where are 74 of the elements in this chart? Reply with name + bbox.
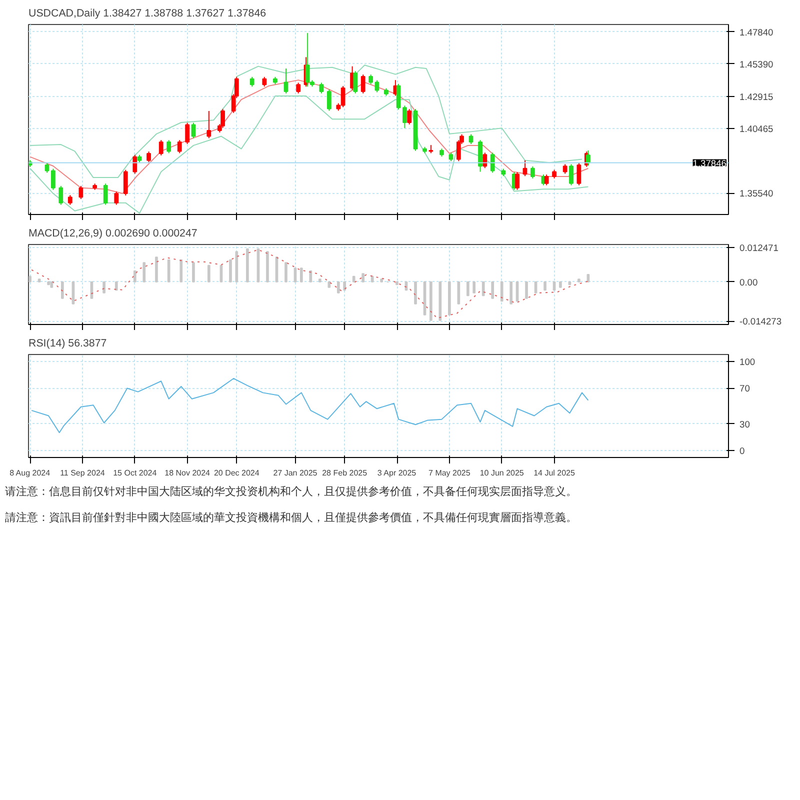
line-series	[30, 64, 583, 178]
candlestick	[482, 152, 488, 169]
x-tick-label: 11 Sep 2024	[60, 468, 106, 478]
x-tick-label: 7 May 2025	[428, 468, 471, 478]
candlestick	[262, 76, 267, 88]
candlestick	[50, 168, 56, 190]
x-tick-label: 3 Apr 2025	[377, 468, 417, 478]
y-tick-label: 1.42915	[740, 92, 774, 102]
candlestick	[326, 88, 332, 112]
candlestick	[490, 152, 495, 174]
candlestick	[374, 80, 380, 93]
candlestick	[562, 164, 568, 174]
candlestick	[206, 110, 212, 139]
candlestick	[396, 83, 401, 110]
line-series	[31, 249, 589, 319]
y-tick-label: 30	[740, 419, 750, 430]
candlestick	[515, 172, 520, 190]
candlestick	[158, 140, 164, 156]
candlestick	[132, 154, 138, 174]
candlestick	[68, 194, 72, 206]
candlestick	[166, 140, 172, 154]
line-series	[30, 96, 589, 214]
candlestick	[44, 162, 50, 174]
x-tick-label: 20 Dec 2024	[214, 468, 260, 478]
candlestick	[522, 160, 528, 177]
candlestick	[250, 76, 254, 88]
line-series	[31, 378, 589, 434]
ref-line-label: 1.37846	[692, 158, 727, 168]
candlestick	[569, 164, 574, 186]
y-tick-label: 70	[740, 384, 750, 394]
candlestick	[402, 105, 407, 129]
x-tick-label: 10 Jun 2025	[480, 468, 524, 478]
candlestick	[544, 174, 549, 186]
line-series	[30, 80, 589, 194]
candlestick	[530, 166, 535, 179]
x-tick-label: 8 Aug 2024	[10, 468, 51, 478]
candlestick	[407, 108, 412, 125]
candlestick	[296, 82, 301, 94]
x-tick-label: 18 Nov 2024	[164, 468, 211, 478]
y-tick-label: 0.00	[740, 277, 758, 288]
chart-title: MACD(12,26,9) 0.002690 0.000247	[28, 228, 198, 240]
candlestick	[78, 185, 84, 200]
text: 请注意：信息目前仅针对非中国大陆区域的华文投资机构和个人，且仅提供参考价值，不具备任何现实层面指导意义。	[5, 485, 577, 500]
y-tick-label: 0	[740, 446, 745, 456]
candlestick	[177, 140, 182, 154]
candlestick	[123, 169, 128, 196]
candlestick	[360, 74, 366, 94]
chart-title: RSI(14) 56.3877	[28, 338, 107, 350]
candlestick	[58, 185, 64, 206]
y-tick-label: -0.014273	[740, 316, 782, 327]
text: 請注意：資訊目前僅針對非中國大陸區域的華文投資機構和個人，且僅提供參考價值，不具備任何現實層面指導意義。	[5, 510, 577, 526]
y-tick-label: 100	[740, 357, 756, 368]
y-tick-label: 1.47840	[740, 27, 774, 38]
x-tick-label: 15 Oct 2024	[113, 468, 158, 478]
y-tick-label: 1.45390	[740, 59, 774, 70]
candlestick	[468, 134, 474, 145]
candlestick	[353, 70, 358, 94]
candlestick	[103, 183, 108, 206]
chart-title: USDCAD,Daily 1.38427 1.38788 1.37627 1.37846	[28, 8, 266, 20]
candlestick	[319, 82, 324, 94]
candlestick	[185, 122, 190, 145]
candlestick	[576, 162, 582, 186]
x-tick-label: 28 Feb 2025	[322, 468, 368, 478]
y-tick-label: 1.40465	[740, 124, 774, 134]
candlestick	[284, 68, 288, 94]
candlestick	[146, 150, 151, 163]
y-tick-label: 0.012471	[740, 243, 778, 254]
y-tick-label: 1.35540	[740, 188, 774, 199]
x-tick-label: 14 Jul 2025	[534, 468, 576, 478]
candlestick	[114, 191, 119, 206]
candlestick	[368, 74, 373, 85]
candlestick	[191, 122, 196, 139]
x-tick-label: 27 Jan 2025	[273, 468, 318, 478]
candlestick	[220, 108, 225, 128]
